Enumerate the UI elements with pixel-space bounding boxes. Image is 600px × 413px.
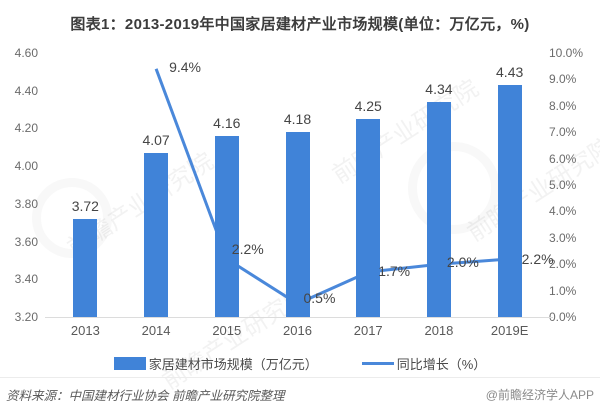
x-axis-label-2016: 2016	[283, 323, 312, 338]
growth-value-label: 2.2%	[521, 250, 554, 267]
chart-title: 图表1：2013-2019年中国家居建材产业市场规模(单位：万亿元，%)	[70, 16, 530, 33]
growth-value-label: 0.5%	[303, 289, 336, 306]
bar-2015	[214, 135, 239, 317]
x-axis-label-2017: 2017	[353, 323, 383, 338]
left-axis-tick: 4.60	[14, 46, 38, 60]
legend-line-label: 同比增长（%）	[396, 357, 487, 372]
right-axis-tick: 7.0%	[549, 125, 577, 140]
x-axis-label-2014: 2014	[141, 323, 171, 338]
left-axis-tick: 3.40	[14, 272, 38, 287]
right-axis-tick: 1.0%	[549, 283, 577, 298]
right-axis-tick: 0.0%	[549, 310, 577, 324]
left-axis-tick: 4.20	[14, 121, 38, 136]
right-axis-tick: 6.0%	[549, 151, 577, 166]
legend-bar-label: 家居建材市场规模（万亿元）	[148, 357, 318, 372]
right-axis-tick: 5.0%	[549, 178, 577, 192]
bar-2014	[144, 152, 169, 317]
right-axis-tick: 8.0%	[549, 98, 577, 113]
bar-2013	[73, 218, 98, 317]
bar-2019E	[497, 85, 522, 317]
bar-value-label: 3.72	[71, 197, 99, 214]
right-axis-tick: 4.0%	[549, 204, 577, 219]
bar-value-label: 4.43	[496, 64, 524, 81]
bar-2017	[356, 119, 381, 317]
bar-value-label: 4.07	[142, 131, 170, 148]
legend-item-bar-series: 家居建材市场规模（万亿元）	[113, 354, 318, 373]
right-axis-tick: 10.0%	[549, 46, 584, 60]
right-axis-tick: 9.0%	[549, 72, 577, 87]
growth-value-label: 2.2%	[231, 240, 264, 257]
bar-value-label: 4.25	[354, 98, 382, 114]
bar-value-label: 4.16	[213, 114, 241, 131]
x-axis-line	[45, 317, 553, 318]
bar-value-label: 4.34	[425, 81, 453, 98]
x-axis-label-2019E: 2019E	[490, 323, 529, 338]
left-axis-tick: 3.20	[14, 310, 38, 324]
right-axis-tick: 2.0%	[549, 257, 577, 272]
footer-divider	[0, 377, 600, 378]
left-axis-tick: 3.60	[14, 234, 38, 249]
bar-2016	[285, 132, 310, 317]
line-series-swatch-icon	[361, 362, 394, 365]
left-axis-tick: 4.00	[14, 159, 38, 174]
left-axis-tick: 3.80	[14, 196, 38, 211]
bar-2018	[426, 102, 451, 317]
legend: 家居建材市场规模（万亿元） 同比增长（%）	[0, 354, 600, 373]
left-axis-tick: 4.40	[14, 83, 38, 98]
x-axis-label-2013: 2013	[70, 323, 100, 338]
bar-series-swatch-icon	[113, 357, 146, 370]
growth-value-label: 9.4%	[169, 58, 201, 75]
right-axis-tick: 3.0%	[549, 230, 577, 245]
data-source-text: 资料来源：中国建材行业协会 前瞻产业研究院整理	[6, 389, 285, 403]
growth-value-label: 2.0%	[446, 254, 479, 271]
footer: 资料来源：中国建材行业协会 前瞻产业研究院整理 @前瞻经济学人APP	[0, 385, 600, 404]
growth-value-label: 1.7%	[378, 263, 411, 280]
x-axis-label-2015: 2015	[212, 323, 242, 338]
legend-item-line-series: 同比增长（%）	[361, 354, 487, 373]
x-axis-label-2018: 2018	[424, 323, 454, 338]
credit-text: @前瞻经济学人APP	[485, 388, 594, 402]
bar-value-label: 4.18	[283, 111, 312, 128]
